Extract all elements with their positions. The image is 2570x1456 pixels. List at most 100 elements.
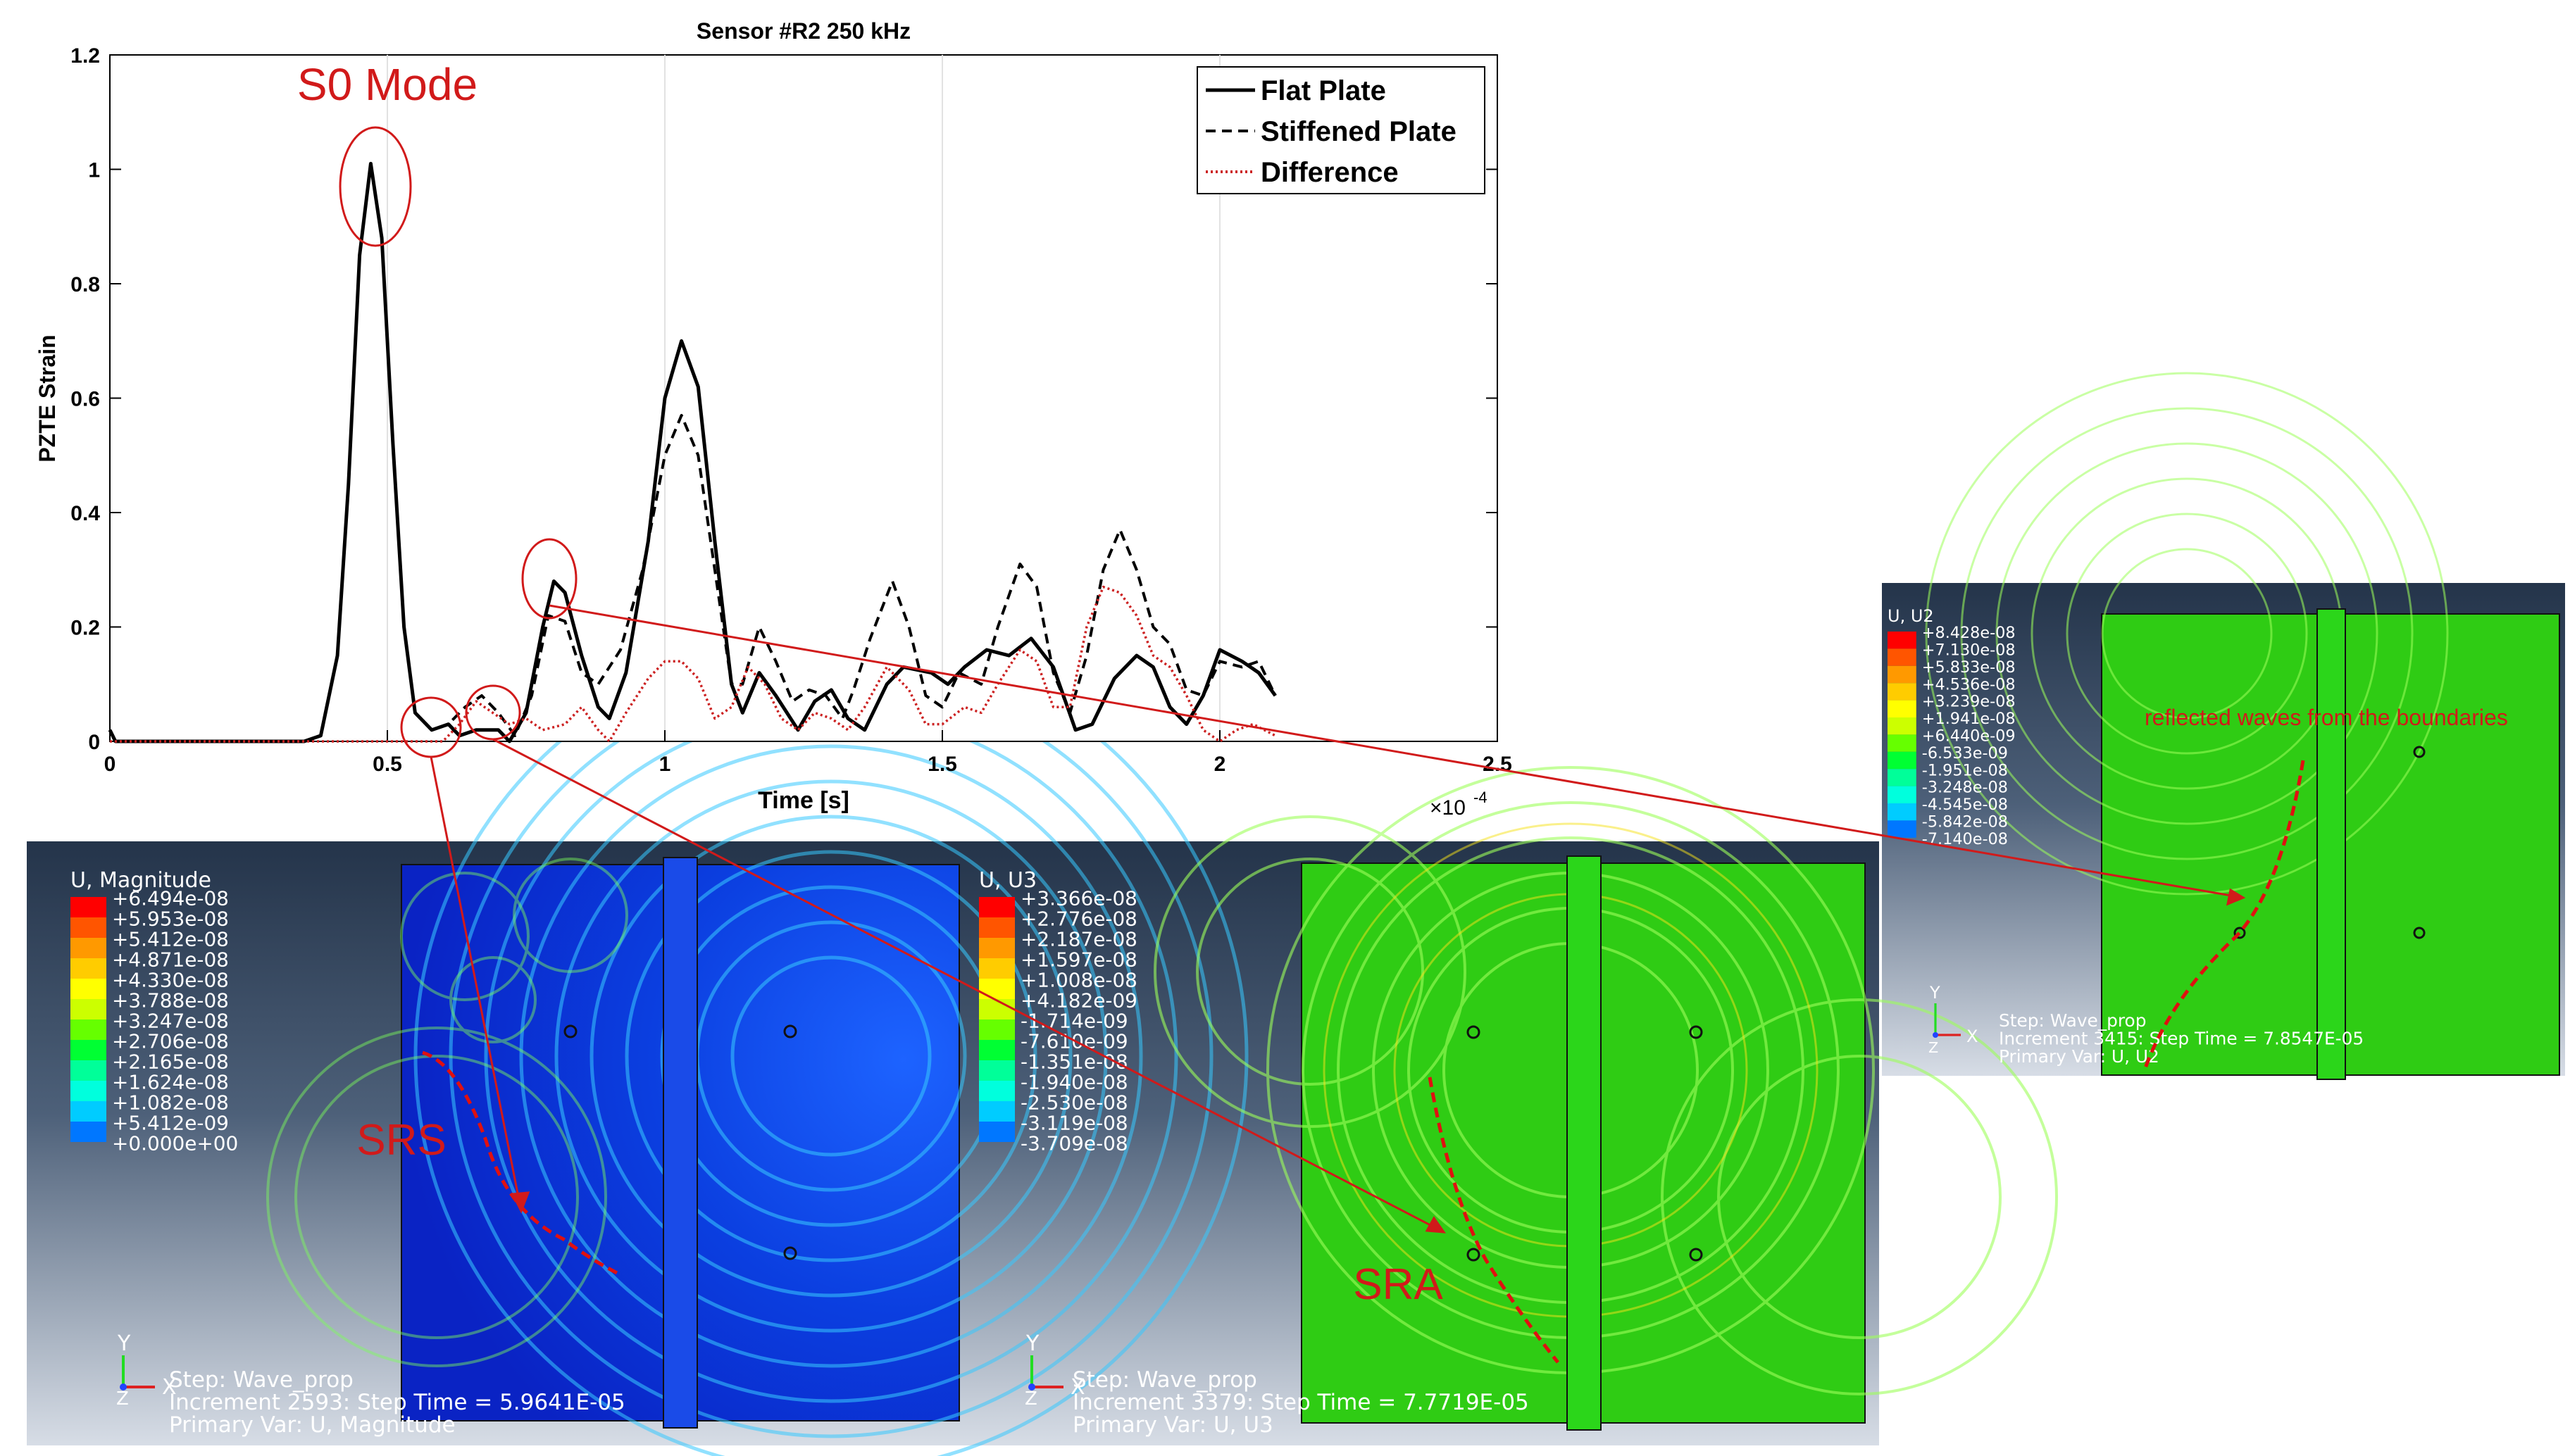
contour-legend-swatch [1888, 734, 1916, 752]
panel-info-line: Increment 3415: Step Time = 7.8547E-05 [1999, 1029, 2364, 1049]
axis-label-x: X [1966, 1027, 1978, 1046]
panels-area: U, Magnitude+6.494e-08+5.953e-08 +5.412e-… [27, 372, 2565, 1456]
panel-info-line: Step: Wave_prop [1999, 1010, 2146, 1031]
contour-legend-swatch [979, 1019, 1015, 1040]
contour-legend-value: -1.940e-08 [1021, 1070, 1128, 1093]
contour-legend-title: U, U2 [1888, 606, 1934, 626]
contour-legend-swatch [1888, 700, 1916, 717]
y-tick-label: 0 [88, 731, 100, 754]
contour-legend-value: +4.330e-08 [112, 968, 229, 991]
contour-legend-swatch [1888, 803, 1916, 821]
contour-legend-value: +1.597e-08 [1021, 948, 1137, 971]
contour-legend-value: +5.953e-08 [112, 907, 229, 930]
contour-legend-swatch [70, 1019, 106, 1040]
contour-legend-swatch [1888, 683, 1916, 701]
contour-legend-swatch [979, 1060, 1015, 1081]
x-axis-label: Time [s] [758, 787, 849, 814]
annotation-circles [339, 126, 578, 758]
contour-legend-u3: U, U3+3.366e-08+2.776e-08+2.187e-08+1.59… [979, 868, 1137, 1155]
contour-legend-value: +5.833e-08 [1922, 658, 2016, 677]
panel-info-line: Increment 3379: Step Time = 7.7719E-05 [1073, 1390, 1529, 1415]
annotation-srs: SRS [356, 1116, 446, 1165]
axis-label-y: Y [1025, 1331, 1040, 1356]
contour-legend-swatch [979, 1081, 1015, 1101]
panel-info-line: Step: Wave_prop [1073, 1367, 1257, 1393]
contour-legend-value: +1.008e-08 [1021, 968, 1137, 991]
contour-legend-swatch [70, 917, 106, 938]
series-line-stiffened-plate [108, 162, 1277, 743]
axis-label-z: Z [1928, 1039, 1938, 1056]
y-tick-label: 0.8 [70, 273, 100, 296]
contour-legend-value: +6.440e-09 [1922, 727, 2016, 746]
contour-legend-swatch [1888, 786, 1916, 803]
contour-legend-title: U, Magnitude [70, 868, 211, 893]
contour-legend-value: -2.530e-08 [1021, 1091, 1128, 1114]
contour-legend-value: -7.140e-08 [1922, 830, 2008, 848]
y-axis-label: PZTE Strain [35, 334, 60, 462]
y-tick-label: 1 [88, 159, 100, 182]
panel-info-line: Primary Var: U, Magnitude [169, 1412, 456, 1438]
contour-legend-value: +3.239e-08 [1922, 693, 2016, 711]
chart-area: 0 0.2 0.4 0.6 0.8 1 1.2 0 0.5 1 1.5 2 2.5 Sensor #R… [35, 18, 2508, 1309]
contour-legend-swatch [70, 897, 106, 917]
contour-legend-value: -6.533e-09 [1922, 744, 2008, 762]
contour-legend-swatch [979, 1122, 1015, 1142]
contour-legend-value: -3.248e-08 [1922, 779, 2008, 797]
contour-legend-value: -1.351e-08 [1021, 1050, 1128, 1073]
contour-legend-swatch [70, 999, 106, 1019]
panel-info-line: Primary Var: U, U3 [1073, 1412, 1273, 1438]
contour-legend-value: +0.000e+00 [112, 1131, 238, 1155]
contour-legend-value: +4.871e-08 [112, 948, 229, 971]
panel-info-line: Primary Var: U, U2 [1999, 1046, 2159, 1067]
contour-legend-value: +4.182e-09 [1021, 989, 1137, 1012]
x-exponent-power: -4 [1473, 789, 1487, 806]
axis-label-y: Y [1929, 983, 1940, 1003]
contour-legend-value: +2.776e-08 [1021, 907, 1137, 930]
contour-legend-value: +3.788e-08 [112, 989, 229, 1012]
contour-legend-value: +4.536e-08 [1922, 675, 2016, 694]
contour-legend-swatch [979, 979, 1015, 999]
wavefront-traces [422, 760, 2305, 1364]
contour-legend-value: +5.412e-09 [112, 1111, 229, 1134]
contour-legend-value: -3.119e-08 [1021, 1111, 1128, 1134]
contour-legend-u2: U, U2+8.428e-08+7.130e-08+5.833e-08+4.53… [1888, 606, 2016, 848]
contour-legend-swatch [70, 1060, 106, 1081]
annotation-sra: SRA [1353, 1260, 1443, 1309]
contour-legend-value: +1.624e-08 [112, 1070, 229, 1093]
contour-legend-swatch [70, 938, 106, 958]
magnitude-contour-plot [266, 639, 1249, 1456]
contour-legend-value: +1.082e-08 [112, 1091, 229, 1114]
contour-legend-value: -4.545e-08 [1922, 796, 2008, 814]
axis-label-y: Y [117, 1331, 131, 1356]
x-tick-label: 1.5 [928, 753, 957, 776]
contour-legend-swatch [979, 999, 1015, 1019]
x-tick-label: 0 [104, 753, 116, 776]
legend-label-flat: Flat Plate [1261, 75, 1386, 106]
contour-legend-value: +1.941e-08 [1922, 710, 2016, 728]
contour-legend-swatch [979, 917, 1015, 938]
contour-legend-value: -1.951e-08 [1922, 761, 2008, 779]
axis-triad-u2: Y X Z [1928, 983, 1978, 1056]
panel-info-line: Increment 2593: Step Time = 5.9641E-05 [169, 1390, 625, 1415]
chart-legend: Flat Plate Stiffened Plate Difference [1197, 66, 1485, 194]
axis-label-z: Z [1025, 1388, 1037, 1410]
contour-legend-swatch [979, 1040, 1015, 1060]
contour-legend-value: +2.187e-08 [1021, 927, 1137, 950]
contour-legend-swatch [70, 1122, 106, 1142]
u3-contour-plot [1154, 766, 2058, 1431]
y-tick-label: 0.4 [70, 502, 100, 525]
series-line-difference [110, 585, 1276, 743]
contour-legend-swatch [70, 1101, 106, 1122]
contour-legend-value: +8.428e-08 [1922, 624, 2016, 642]
contour-legend-value: -3.709e-08 [1021, 1131, 1128, 1155]
x-exponent-base: ×10 [1430, 796, 1466, 820]
contour-legend-value: +3.247e-08 [112, 1009, 229, 1032]
panel-info-line: Step: Wave_prop [169, 1367, 354, 1393]
axis-label-x: X [162, 1375, 177, 1400]
x-tick-label: 0.5 [373, 753, 402, 776]
annotation-reflected: reflected waves from the boundaries [2145, 705, 2508, 730]
contour-legend-value: +3.366e-08 [1021, 886, 1137, 910]
axis-triad-magnitude: Y X Z [116, 1331, 177, 1410]
contour-legend-value: +6.494e-08 [112, 886, 229, 910]
chart-title: Sensor #R2 250 kHz [697, 18, 911, 44]
